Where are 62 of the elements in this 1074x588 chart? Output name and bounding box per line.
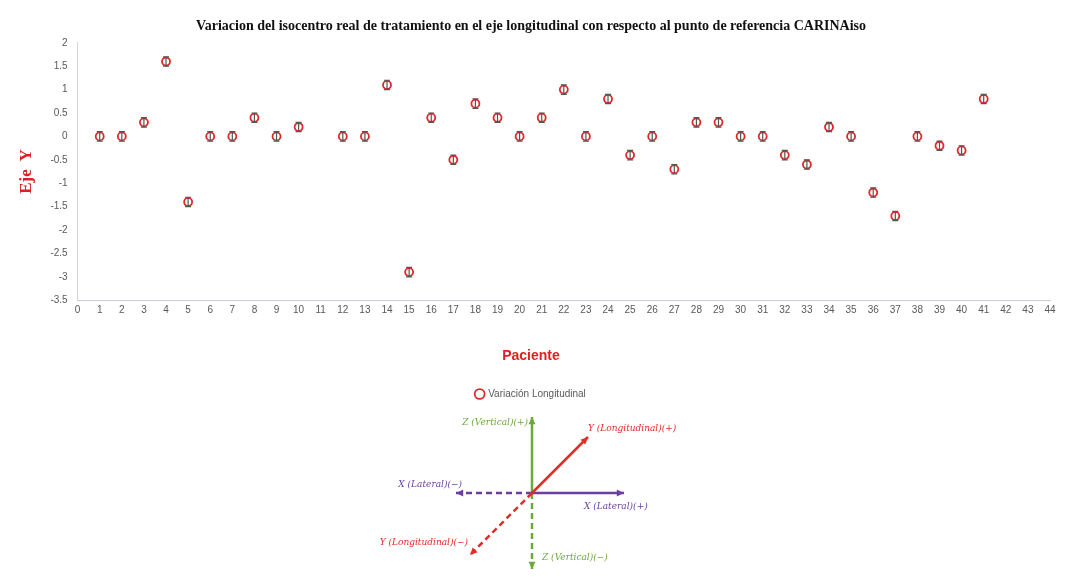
legend-label: Variación Longitudinal <box>488 387 586 399</box>
y-tick-label: 2 <box>62 36 69 48</box>
x-tick-label: 39 <box>933 303 946 315</box>
x-tick-label: 43 <box>1022 303 1034 315</box>
x-tick-label: 32 <box>779 303 791 315</box>
y-tick-label: 1.5 <box>53 59 69 71</box>
x-tick-label: 4 <box>163 303 170 315</box>
x-tick-label: 38 <box>911 303 924 315</box>
y-tick-label: -0.5 <box>50 153 69 165</box>
x-tick-label: 21 <box>536 303 548 315</box>
x-tick-label: 37 <box>889 303 902 315</box>
x-tick-label: 30 <box>735 303 747 315</box>
x-tick-label: 25 <box>624 303 637 315</box>
x-tick-label: 33 <box>801 303 813 315</box>
x-tick-label: 24 <box>602 303 615 315</box>
x-tick-label: 16 <box>425 303 438 315</box>
x-tick-label: 28 <box>690 303 703 315</box>
x-tick-label: 42 <box>1000 303 1012 315</box>
y-tick-label: -2.5 <box>50 247 69 259</box>
x-tick-label: 13 <box>359 303 371 315</box>
x-tick-label: 27 <box>668 303 681 315</box>
x-tick-label: 15 <box>403 303 416 315</box>
coordinate-axes-diagram: Z (Vertical)(+) Y (Longitudinal)(+) X (Lateral)(−) X (Lateral)(+) Y (Longitudinal)(−) Z (Vertical)(−) <box>372 413 702 573</box>
x-tick-label: 41 <box>978 303 990 315</box>
y-tick-label: 0 <box>62 130 69 142</box>
x-tick-label: 9 <box>273 303 280 315</box>
x-tick-label: 23 <box>580 303 592 315</box>
x-tick-label: 19 <box>491 303 504 315</box>
chart-title: Variacion del isocentro real de tratamiento en el eje longitudinal con respecto al punto de referencia CARINAiso <box>195 18 867 34</box>
x-tick-label: 6 <box>207 303 214 315</box>
x-tick-label: 3 <box>141 303 148 315</box>
x-tick-label: 11 <box>315 303 327 315</box>
x-tick-label: 22 <box>558 303 570 315</box>
y-tick-label: -1.5 <box>50 200 69 212</box>
x-tick-label: 7 <box>229 303 236 315</box>
y-tick-label: -1 <box>58 176 69 188</box>
x-tick-label: 34 <box>823 303 836 315</box>
x-tick-label: 31 <box>757 303 769 315</box>
x-tick-label: 0 <box>74 303 81 315</box>
x-tick-label: 10 <box>293 303 305 315</box>
x-tick-label: 44 <box>1044 303 1056 315</box>
x-tick-label: 14 <box>381 303 394 315</box>
x-tick-label: 2 <box>119 303 126 315</box>
x-tick-label: 18 <box>469 303 482 315</box>
y-tick-label: 0.5 <box>53 106 69 118</box>
x-tick-label: 20 <box>514 303 526 315</box>
y-tick-label: -3 <box>58 270 69 282</box>
x-tick-label: 17 <box>447 303 460 315</box>
y-tick-label: -3.5 <box>50 293 69 305</box>
x-tick-label: 36 <box>867 303 880 315</box>
x-tick-label: 26 <box>646 303 659 315</box>
y-tick-label: -2 <box>58 223 69 235</box>
y-tick-label: 1 <box>62 83 69 95</box>
x-tick-label: 29 <box>712 303 725 315</box>
x-tick-label: 8 <box>251 303 258 315</box>
x-axis-title: Paciente <box>502 347 560 364</box>
x-tick-label: 12 <box>337 303 349 315</box>
x-tick-label: 35 <box>845 303 858 315</box>
y-axis-title: Eje Y <box>15 149 35 194</box>
x-tick-label: 40 <box>956 303 968 315</box>
x-tick-label: 5 <box>185 303 192 315</box>
x-tick-label: 1 <box>96 303 103 315</box>
